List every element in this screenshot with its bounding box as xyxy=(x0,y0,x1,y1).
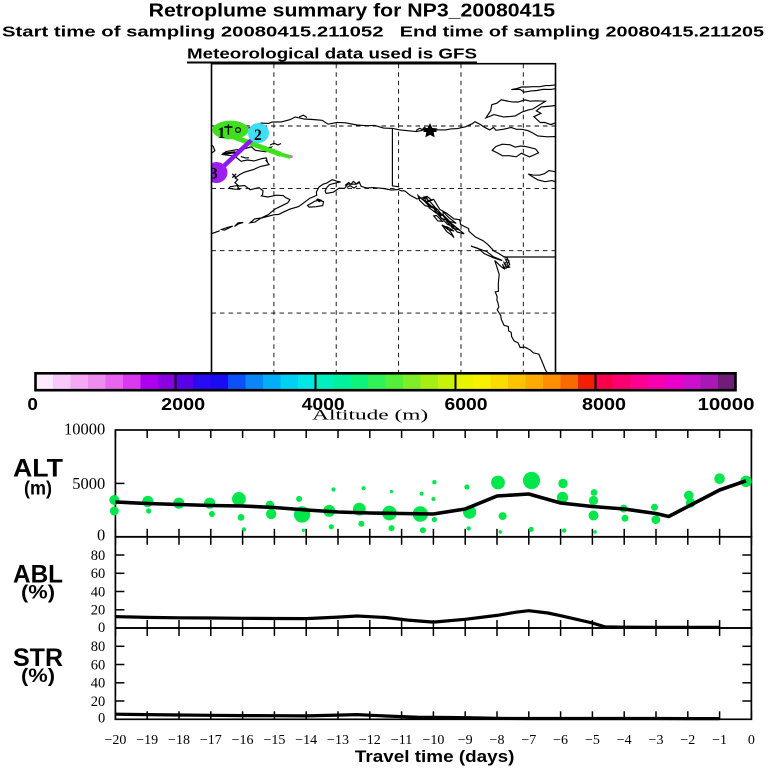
svg-text:20: 20 xyxy=(91,694,106,710)
svg-text:Start time of sampling 2008041: Start time of sampling 20080415.211052 xyxy=(2,24,384,41)
svg-text:ALT: ALT xyxy=(13,455,63,483)
svg-text:STR: STR xyxy=(13,644,63,672)
svg-text:−17: −17 xyxy=(200,733,222,748)
svg-text:(%): (%) xyxy=(21,666,55,687)
svg-text:5000: 5000 xyxy=(72,474,105,493)
svg-text:−14: −14 xyxy=(295,733,317,748)
svg-text:ABL: ABL xyxy=(13,561,63,589)
svg-text:Travel time (days): Travel time (days) xyxy=(355,747,515,766)
svg-text:Altitude (m): Altitude (m) xyxy=(312,408,428,424)
svg-text:10000: 10000 xyxy=(64,420,105,439)
svg-text:End time of sampling 20080415.: End time of sampling 20080415.211205 xyxy=(400,24,764,41)
svg-text:−9: −9 xyxy=(458,733,473,748)
svg-text:1: 1 xyxy=(218,125,226,142)
svg-text:−6: −6 xyxy=(553,733,568,748)
svg-text:0: 0 xyxy=(98,620,105,636)
svg-text:40: 40 xyxy=(91,584,106,600)
svg-text:(m): (m) xyxy=(24,479,52,500)
svg-text:(%): (%) xyxy=(21,583,55,604)
svg-text:−8: −8 xyxy=(490,733,505,748)
svg-text:20: 20 xyxy=(91,603,106,619)
svg-text:0: 0 xyxy=(748,733,755,748)
svg-text:−4: −4 xyxy=(617,733,632,748)
svg-text:2000: 2000 xyxy=(161,394,205,414)
svg-text:10000: 10000 xyxy=(698,394,755,414)
svg-text:−7: −7 xyxy=(521,733,536,748)
svg-text:−1: −1 xyxy=(712,733,727,748)
svg-text:4000: 4000 xyxy=(302,394,345,414)
svg-text:−11: −11 xyxy=(391,733,412,748)
svg-text:−19: −19 xyxy=(136,733,158,748)
svg-text:0: 0 xyxy=(27,394,38,414)
svg-text:40: 40 xyxy=(91,676,106,692)
svg-text:0: 0 xyxy=(98,711,105,727)
svg-text:−18: −18 xyxy=(168,733,190,748)
svg-text:8000: 8000 xyxy=(582,394,626,414)
svg-text:Meteorological data used is GF: Meteorological data used is GFS xyxy=(187,46,477,63)
svg-text:−13: −13 xyxy=(327,733,349,748)
svg-text:2: 2 xyxy=(254,127,262,144)
svg-text:80: 80 xyxy=(91,548,106,564)
svg-text:−5: −5 xyxy=(585,733,600,748)
svg-text:3: 3 xyxy=(210,166,218,183)
svg-text:−15: −15 xyxy=(263,733,285,748)
svg-text:0: 0 xyxy=(97,525,105,544)
svg-text:60: 60 xyxy=(91,566,106,582)
svg-text:−12: −12 xyxy=(359,733,381,748)
svg-text:Retroplume summary for NP3_200: Retroplume summary for NP3_20080415 xyxy=(149,1,555,21)
svg-text:−3: −3 xyxy=(649,733,664,748)
svg-text:−2: −2 xyxy=(680,733,695,748)
svg-text:6000: 6000 xyxy=(445,394,488,414)
svg-text:−10: −10 xyxy=(422,733,444,748)
svg-text:−20: −20 xyxy=(104,733,126,748)
svg-text:−16: −16 xyxy=(232,733,254,748)
svg-text:60: 60 xyxy=(91,657,106,673)
svg-text:80: 80 xyxy=(91,639,106,655)
